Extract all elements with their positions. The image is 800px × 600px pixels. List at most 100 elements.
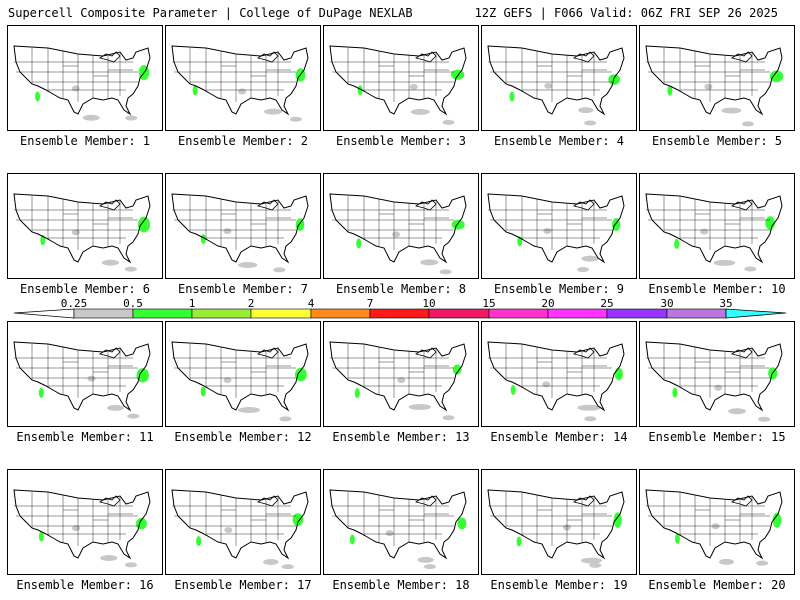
colorbar-tick-label: 2: [247, 297, 255, 310]
us-map: [329, 489, 467, 570]
scp-shade-green: [674, 238, 680, 249]
coastline: [329, 489, 467, 560]
scp-shade-gray: [237, 88, 246, 95]
scp-shade-gray: [581, 255, 599, 262]
scp-shade-gray: [237, 406, 261, 413]
ensemble-panel: [7, 321, 163, 427]
colorbar-segment: [191, 308, 252, 319]
colorbar-tick-label: 30: [660, 297, 674, 310]
scp-shade-green: [674, 533, 680, 544]
great-lakes: [257, 51, 279, 63]
scp-shade-green: [769, 70, 784, 83]
scp-shade-gray: [410, 108, 430, 115]
ensemble-panel: [481, 469, 637, 575]
scp-shade-gray: [408, 403, 432, 410]
great-lakes: [573, 199, 595, 211]
ensemble-panel: [7, 469, 163, 575]
colorbar-tick-label: 20: [541, 297, 555, 310]
scp-shade-green: [294, 367, 307, 382]
scp-shade-green: [614, 367, 623, 381]
ensemble-panel: [323, 25, 479, 131]
us-map: [13, 489, 151, 568]
us-map: [645, 45, 784, 127]
colorbar-segment: [428, 308, 490, 319]
great-lakes: [573, 495, 595, 507]
scp-shade-green: [451, 219, 465, 230]
ensemble-member-label: Ensemble Member: 3: [335, 134, 467, 148]
scp-shade-gray: [741, 121, 754, 127]
colorbar-segment: [606, 308, 668, 319]
coastline: [487, 341, 625, 412]
scp-shade-gray: [577, 404, 602, 411]
map-title: Supercell Composite Parameter | College …: [8, 6, 413, 20]
ensemble-panel: [481, 25, 637, 131]
great-lakes: [99, 495, 121, 507]
us-map: [487, 193, 625, 273]
ensemble-member-label: Ensemble Member: 13: [332, 430, 470, 444]
great-lakes: [257, 347, 279, 359]
colorbar-tick-label: 4: [307, 297, 315, 310]
ensemble-panel: [165, 173, 321, 279]
scp-shade-gray: [439, 269, 452, 275]
scp-shade-green: [200, 386, 206, 397]
ensemble-member-label: Ensemble Member: 15: [648, 430, 786, 444]
scp-shade-green: [137, 216, 151, 233]
ensemble-member-label: Ensemble Member: 7: [177, 282, 309, 296]
colorbar-tick-label: 0.25: [60, 297, 88, 310]
scp-shade-green: [667, 85, 673, 96]
scp-shade-gray: [744, 266, 757, 272]
scp-shade-green: [192, 85, 198, 96]
great-lakes: [99, 347, 121, 359]
scp-shade-green: [136, 368, 149, 383]
scp-shade-green: [772, 512, 782, 528]
scp-shade-gray: [442, 415, 455, 421]
scp-shade-gray: [82, 114, 100, 121]
ensemble-panel: [639, 25, 795, 131]
scp-shade-gray: [127, 413, 140, 419]
us-map: [487, 489, 625, 568]
scp-shade-green: [35, 91, 41, 102]
colorbar-segment: [250, 308, 312, 319]
coastline: [171, 489, 309, 560]
coastline: [645, 45, 783, 116]
ensemble-panel: [639, 469, 795, 575]
colorbar-segment: [73, 308, 134, 319]
scp-shade-green: [357, 85, 363, 96]
colorbar-segment: [310, 308, 371, 319]
great-lakes: [415, 51, 437, 63]
ensemble-member-label: Ensemble Member: 1: [19, 134, 151, 148]
scp-shade-gray: [125, 115, 138, 121]
scp-shade-gray: [385, 530, 394, 537]
great-lakes: [99, 199, 121, 211]
ensemble-member-label: Ensemble Member: 11: [16, 430, 154, 444]
scp-shade-green: [356, 238, 362, 249]
scp-shade-gray: [577, 267, 590, 273]
valid-time: 12Z GEFS | F066 Valid: 06Z FRI SEP 26 20…: [474, 6, 778, 20]
great-lakes: [731, 199, 753, 211]
scp-shade-gray: [719, 558, 735, 565]
ensemble-panel: [639, 173, 795, 279]
scp-shade-green: [196, 536, 202, 547]
ensemble-member-label: Ensemble Member: 6: [19, 282, 151, 296]
colorbar-max-arrow: [725, 308, 787, 319]
ensemble-panel: [481, 321, 637, 427]
scp-shade-gray: [71, 229, 80, 236]
scp-shade-green: [450, 69, 465, 80]
coastline: [13, 45, 151, 116]
ensemble-panel: [323, 173, 479, 279]
scp-shade-gray: [584, 120, 597, 126]
scp-shade-gray: [87, 375, 96, 382]
scp-shade-gray: [392, 231, 401, 238]
scp-shade-gray: [711, 523, 720, 530]
scp-shade-gray: [106, 404, 124, 411]
scp-shade-gray: [713, 259, 736, 266]
scp-shade-green: [38, 531, 44, 542]
scp-shade-gray: [420, 259, 439, 266]
scp-shade-green: [457, 517, 467, 530]
scp-shade-gray: [728, 408, 746, 415]
ensemble-panel: [639, 321, 795, 427]
great-lakes: [257, 199, 279, 211]
us-map: [171, 341, 309, 422]
great-lakes: [731, 347, 753, 359]
coastline: [645, 489, 783, 560]
